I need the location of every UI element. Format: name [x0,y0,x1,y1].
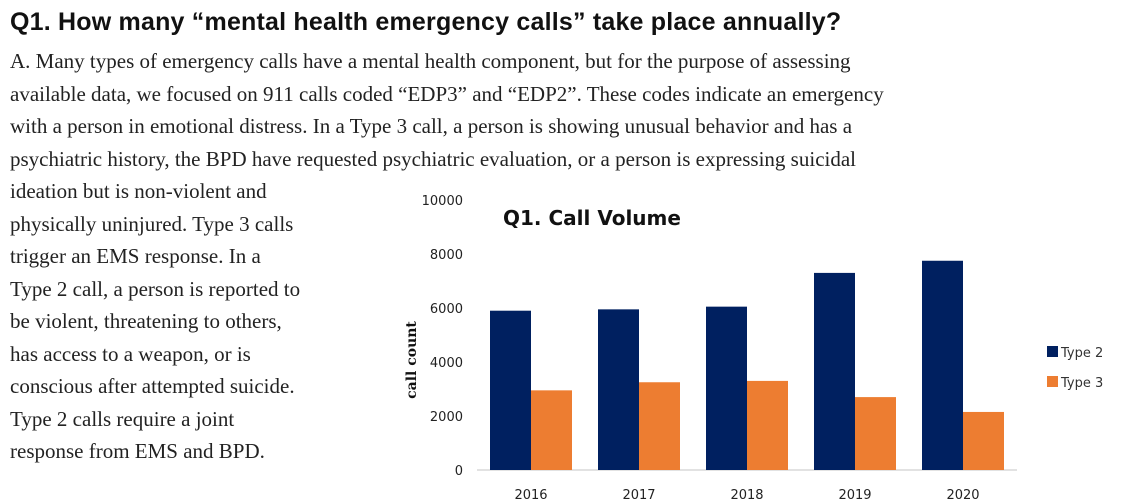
x-tick-label: 2016 [514,488,547,502]
legend-label: Type 2 [1060,346,1103,361]
y-axis-label: call count [404,321,420,399]
side-line: Type 2 call, a person is reported to [10,276,301,301]
bar-type2-2020 [922,260,963,470]
bar-type2-2016 [490,310,531,470]
side-line: trigger an EMS response. In a [10,244,261,268]
x-tick-label: 2019 [838,488,871,502]
bar-type3-2019 [855,397,896,470]
chart-title: Q1. Call Volume [503,206,681,230]
side-line: ideation but is non-violent and [10,179,267,203]
y-tick-label: 8000 [430,248,463,263]
bar-type3-2018 [747,380,788,470]
y-tick-label: 0 [455,464,463,479]
side-line: conscious after attempted suicide. [10,374,295,398]
bar-type3-2016 [531,390,572,470]
side-line: Type 2 calls require a joint [10,406,235,431]
side-line: physically uninjured. Type 3 calls [10,211,294,236]
intro-line: A. Many types of emergency calls have a … [10,49,851,73]
y-tick-label: 4000 [430,356,463,371]
x-tick-label: 2017 [622,488,655,502]
bar-type3-2017 [639,382,680,470]
bar-type2-2019 [814,272,855,470]
bar-type2-2018 [706,306,747,470]
x-tick-label: 2018 [730,488,763,502]
legend-label: Type 3 [1060,376,1103,391]
bar-type2-2017 [598,309,639,470]
intro-line: with a person in emotional distress. In … [10,114,853,138]
question-heading: Q1. How many “mental health emergency ca… [10,8,842,36]
intro-paragraph: A. Many types of emergency calls have a … [10,45,1100,175]
intro-line: available data, we focused on 911 calls … [10,81,884,106]
legend-swatch-type3 [1047,376,1058,387]
intro-line: psychiatric history, the BPD have reques… [10,146,856,171]
call-volume-chart: 0 2000 4000 6000 8000 10000 call count Q1. Call… [404,194,1103,502]
side-line: be violent, threatening to others, [10,309,282,333]
side-line: has access to a weapon, or is [10,341,251,366]
side-paragraph: ideation but is non-violent and physical… [10,175,390,468]
side-line: response from EMS and BPD. [10,439,265,463]
x-tick-label: 2020 [946,488,979,502]
y-tick-label: 2000 [430,410,463,425]
y-tick-label: 10000 [422,194,463,209]
legend-swatch-type2 [1047,346,1058,357]
y-tick-label: 6000 [430,302,463,317]
bar-type3-2020 [963,411,1004,470]
